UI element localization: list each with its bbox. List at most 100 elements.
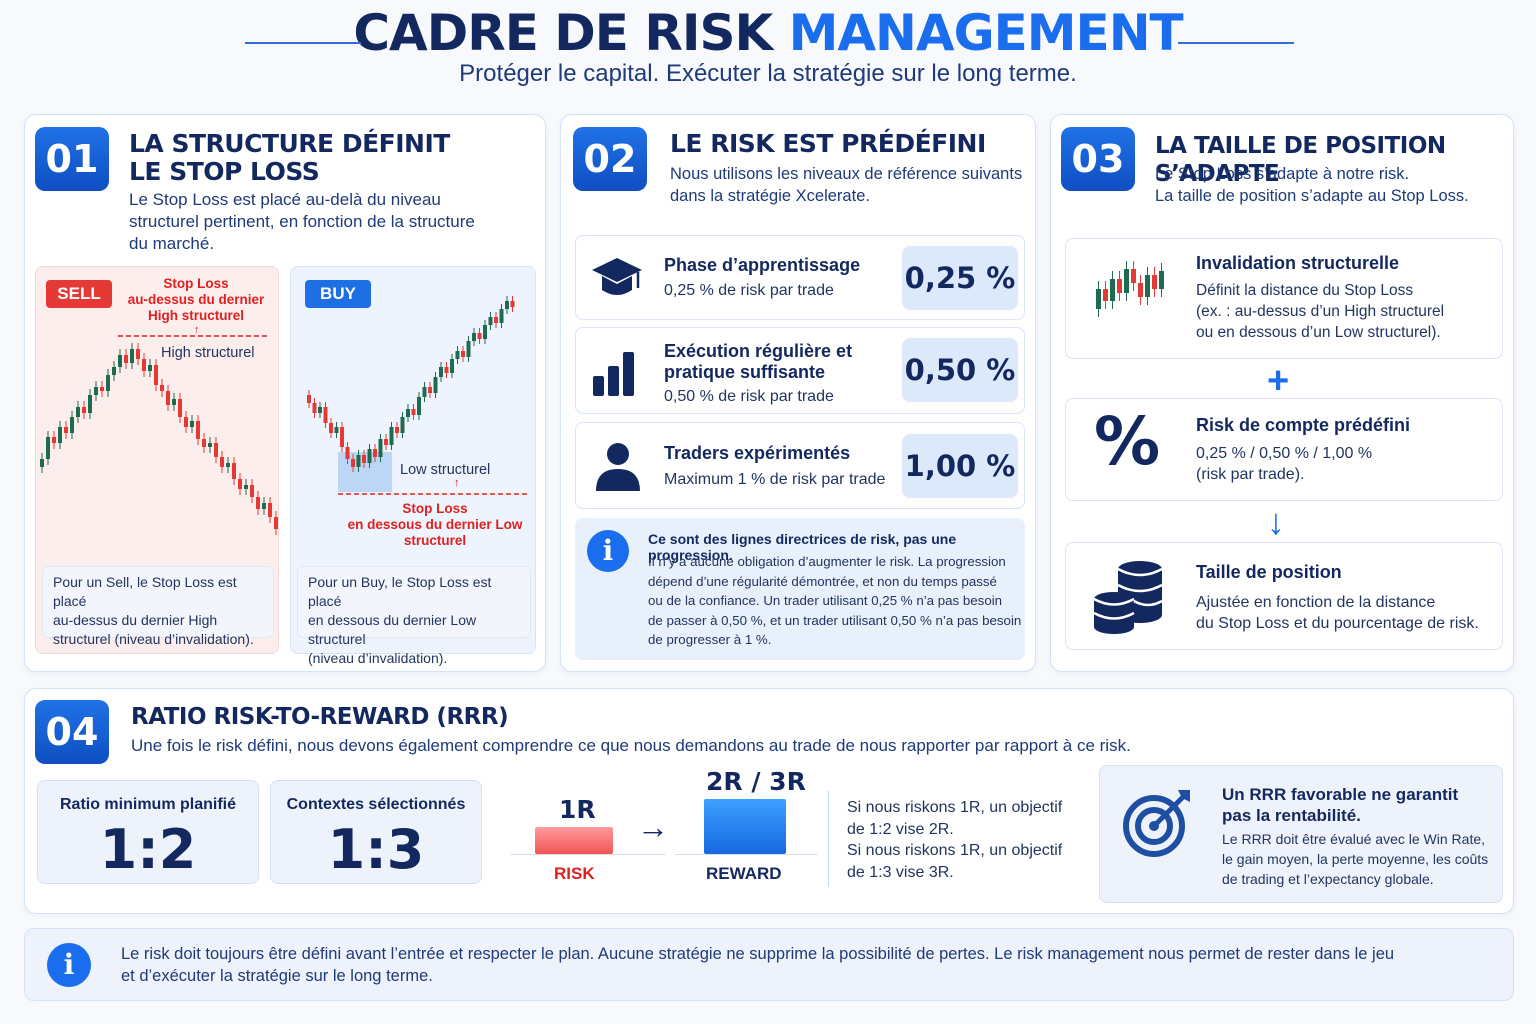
row-subtitle: Maximum 1 % de risk par trade bbox=[664, 471, 886, 488]
note-line: au-dessus du dernier High bbox=[53, 612, 218, 628]
candle-body bbox=[190, 421, 194, 427]
section-position-size-card: 03 LA TAILLE DE POSITION S’ADAPTE Le Sto… bbox=[1050, 114, 1514, 672]
warn-line: de trading et l’expectancy globale. bbox=[1222, 871, 1434, 887]
candle-body bbox=[356, 455, 361, 467]
candle-body bbox=[1138, 283, 1143, 297]
down-arrow-icon: ↓ bbox=[1267, 501, 1285, 542]
candle-body bbox=[274, 517, 278, 529]
coins-icon bbox=[1093, 561, 1163, 634]
candle-body bbox=[124, 355, 128, 363]
item-line: ou en dessous d’un Low structurel). bbox=[1196, 324, 1441, 341]
warning-title: Un RRR favorable ne garantit pas la rent… bbox=[1222, 784, 1458, 826]
candle-body bbox=[384, 439, 388, 445]
candle-body bbox=[510, 301, 515, 307]
buy-candles-chart bbox=[307, 296, 529, 495]
candle-body bbox=[208, 443, 212, 447]
minimum-ratio-box: Ratio minimum planifié 1:2 bbox=[37, 780, 259, 884]
candle-body bbox=[389, 427, 394, 445]
info-icon: i bbox=[47, 943, 91, 987]
risk-amount-label: 1R bbox=[559, 795, 596, 824]
target-icon bbox=[1123, 790, 1190, 857]
item-line: (risk par trade). bbox=[1196, 466, 1305, 483]
section-title-line: LA STRUCTURE DÉFINIT bbox=[129, 129, 450, 158]
candle-body bbox=[262, 503, 266, 509]
risk-label: RISK bbox=[554, 864, 595, 883]
sl-line: Stop Loss bbox=[163, 276, 229, 291]
candle-body bbox=[329, 423, 333, 433]
row-subtitle: 0,25 % de risk par trade bbox=[664, 282, 834, 299]
candle-body bbox=[373, 449, 377, 457]
info-line: dépend d’une régularité démontrée, et no… bbox=[648, 573, 997, 589]
title-divider-right bbox=[1178, 42, 1294, 44]
section-title: LA TAILLE DE POSITION S’ADAPTE bbox=[1155, 133, 1446, 187]
candle-body bbox=[1124, 269, 1129, 293]
desc-line: dans la stratégie Xcelerate. bbox=[670, 187, 870, 205]
ratio-label: Ratio minimum planifié bbox=[59, 796, 236, 813]
candle-body bbox=[76, 407, 80, 417]
candle-body bbox=[130, 349, 134, 363]
plus-icon: + bbox=[1267, 360, 1290, 402]
title-part-2: MANAGEMENT bbox=[788, 4, 1184, 62]
candle-body bbox=[256, 497, 260, 509]
candle-body bbox=[142, 359, 146, 371]
candle-body bbox=[118, 355, 122, 367]
desc-line: structurel pertinent, en fonction de la … bbox=[129, 212, 475, 231]
info-line: Il n’y a aucune obligation d’augmenter l… bbox=[648, 554, 1006, 569]
candle-body bbox=[499, 309, 504, 323]
right-arrow-icon: → bbox=[637, 809, 669, 845]
candle-body bbox=[178, 399, 182, 417]
candle-body bbox=[58, 427, 62, 443]
warn-title-line: Un RRR favorable ne garantit bbox=[1222, 785, 1459, 804]
candle-body bbox=[1096, 289, 1101, 309]
candle-body bbox=[433, 377, 438, 393]
candle-body bbox=[1159, 271, 1164, 289]
candle-body bbox=[362, 455, 366, 463]
candle-body bbox=[450, 359, 454, 373]
section-structure-card: 01 LA STRUCTURE DÉFINIT LE STOP LOSS Le … bbox=[24, 114, 546, 672]
candle-body bbox=[64, 427, 68, 433]
candle-body bbox=[112, 367, 116, 375]
candle-body bbox=[406, 409, 410, 417]
candle-body bbox=[307, 395, 311, 403]
item-line: 0,25 % / 0,50 % / 1,00 % bbox=[1196, 445, 1373, 462]
buy-tag: BUY bbox=[305, 280, 371, 308]
candle-body bbox=[202, 439, 206, 447]
candle-body bbox=[1117, 279, 1122, 293]
candle-body bbox=[244, 485, 248, 489]
desc-line: La taille de position s’adapte au Stop L… bbox=[1155, 187, 1469, 205]
candle-body bbox=[226, 463, 230, 467]
candle-body bbox=[154, 365, 158, 385]
risk-percentage: 0,50 % bbox=[902, 338, 1018, 402]
item-line: du Stop Loss et du pourcentage de risk. bbox=[1196, 615, 1479, 632]
candle-body bbox=[367, 449, 372, 463]
candle-body bbox=[1110, 279, 1115, 301]
exp-line: Si nous riskons 1R, un objectif bbox=[847, 842, 1063, 859]
item-title: Invalidation structurelle bbox=[1196, 253, 1400, 273]
exp-line: Si nous riskons 1R, un objectif bbox=[847, 799, 1063, 816]
candle-body bbox=[1145, 275, 1150, 297]
candle-body bbox=[1131, 269, 1136, 283]
info-line: de progresser à 1 %. bbox=[648, 632, 772, 647]
item-line: (ex. : au-dessus d’un High structurel bbox=[1196, 303, 1445, 320]
divider bbox=[828, 791, 829, 887]
candle-body bbox=[52, 437, 56, 443]
structural-invalidation-item: Invalidation structurelle Définit la dis… bbox=[1065, 238, 1503, 359]
candle-body bbox=[100, 387, 104, 391]
sl-line: au-dessus du dernier bbox=[127, 292, 265, 307]
warn-line: le gain moyen, la perte moyenne, les coû… bbox=[1222, 851, 1489, 867]
risk-level-row: Phase d’apprentissage 0,25 % de risk par… bbox=[575, 235, 1025, 320]
risk-level-row: Traders expérimentés Maximum 1 % de risk… bbox=[575, 422, 1025, 509]
desc-line: Le Stop Loss est placé au-delà du niveau bbox=[129, 190, 441, 209]
section-number-badge: 04 bbox=[35, 700, 109, 764]
guideline-info-box: i Ce sont des lignes directrices de risk… bbox=[575, 518, 1025, 660]
sell-candles-chart bbox=[40, 335, 278, 535]
buy-stop-loss-label: Stop Loss en dessous du dernier Low stru… bbox=[347, 501, 523, 549]
row-title-line: Exécution régulière et bbox=[664, 341, 853, 361]
candle-body bbox=[461, 351, 465, 357]
reward-bar bbox=[704, 799, 786, 854]
candle-body bbox=[428, 387, 432, 393]
candle-body bbox=[136, 349, 140, 359]
item-text: Ajustée en fonction de la distance du St… bbox=[1196, 592, 1479, 634]
candle-body bbox=[166, 391, 170, 405]
note-line: Pour un Buy, le Stop Loss est placé bbox=[308, 574, 492, 609]
